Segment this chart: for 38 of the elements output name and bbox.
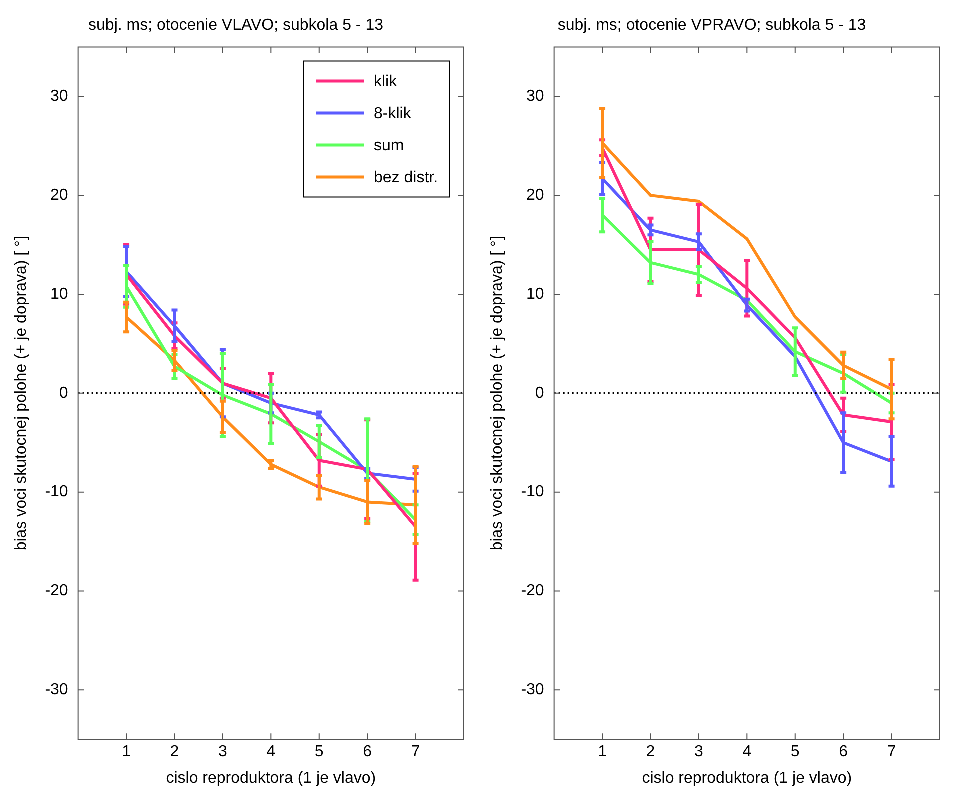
x-tick-label: 7 bbox=[887, 744, 896, 761]
y-tick-label: -10 bbox=[521, 484, 544, 501]
legend-label: 8-klik bbox=[374, 106, 412, 123]
y-axis-title: bias voci skutocnej polohe (+ je doprava) [ °] bbox=[13, 236, 30, 551]
x-tick-label: 6 bbox=[839, 744, 848, 761]
x-tick-label: 2 bbox=[646, 744, 656, 761]
y-tick-label: 20 bbox=[50, 186, 68, 204]
x-tick-label: 1 bbox=[598, 744, 608, 761]
y-tick-label: 10 bbox=[50, 286, 68, 303]
y-tick-label: 0 bbox=[535, 384, 544, 402]
chart-title: subj. ms; otocenie VLAVO; subkola 5 - 13 bbox=[88, 17, 384, 34]
x-tick-label: 3 bbox=[694, 744, 704, 761]
y-axis-title: bias voci skutocnej polohe (+ je doprava) [ °] bbox=[489, 236, 506, 551]
y-tick-label: -10 bbox=[45, 484, 68, 501]
y-tick-label: -30 bbox=[521, 682, 544, 699]
y-tick-label: 30 bbox=[50, 88, 68, 106]
x-axis-title: cislo reproduktora (1 je vlavo) bbox=[166, 770, 376, 787]
y-tick-label: 30 bbox=[526, 88, 544, 106]
legend-label: sum bbox=[374, 138, 404, 155]
x-tick-label: 5 bbox=[314, 744, 324, 761]
y-tick-label: 10 bbox=[526, 286, 544, 303]
y-tick-label: 0 bbox=[59, 384, 68, 402]
x-tick-label: 4 bbox=[742, 744, 752, 761]
x-tick-label: 2 bbox=[170, 744, 180, 761]
y-tick-label: -30 bbox=[45, 682, 68, 699]
x-tick-label: 6 bbox=[363, 744, 372, 761]
legend-label: klik bbox=[374, 74, 398, 91]
y-tick-label: -20 bbox=[45, 582, 68, 600]
legend-label: bez distr. bbox=[374, 170, 438, 187]
x-tick-label: 3 bbox=[218, 744, 228, 761]
x-axis-title: cislo reproduktora (1 je vlavo) bbox=[642, 770, 852, 787]
y-tick-label: -20 bbox=[521, 582, 544, 600]
x-tick-label: 7 bbox=[411, 744, 420, 761]
x-tick-label: 1 bbox=[122, 744, 132, 761]
x-tick-label: 4 bbox=[266, 744, 276, 761]
chart-title: subj. ms; otocenie VPRAVO; subkola 5 - 13 bbox=[558, 17, 866, 34]
x-tick-label: 5 bbox=[790, 744, 800, 761]
y-tick-label: 20 bbox=[526, 186, 544, 204]
